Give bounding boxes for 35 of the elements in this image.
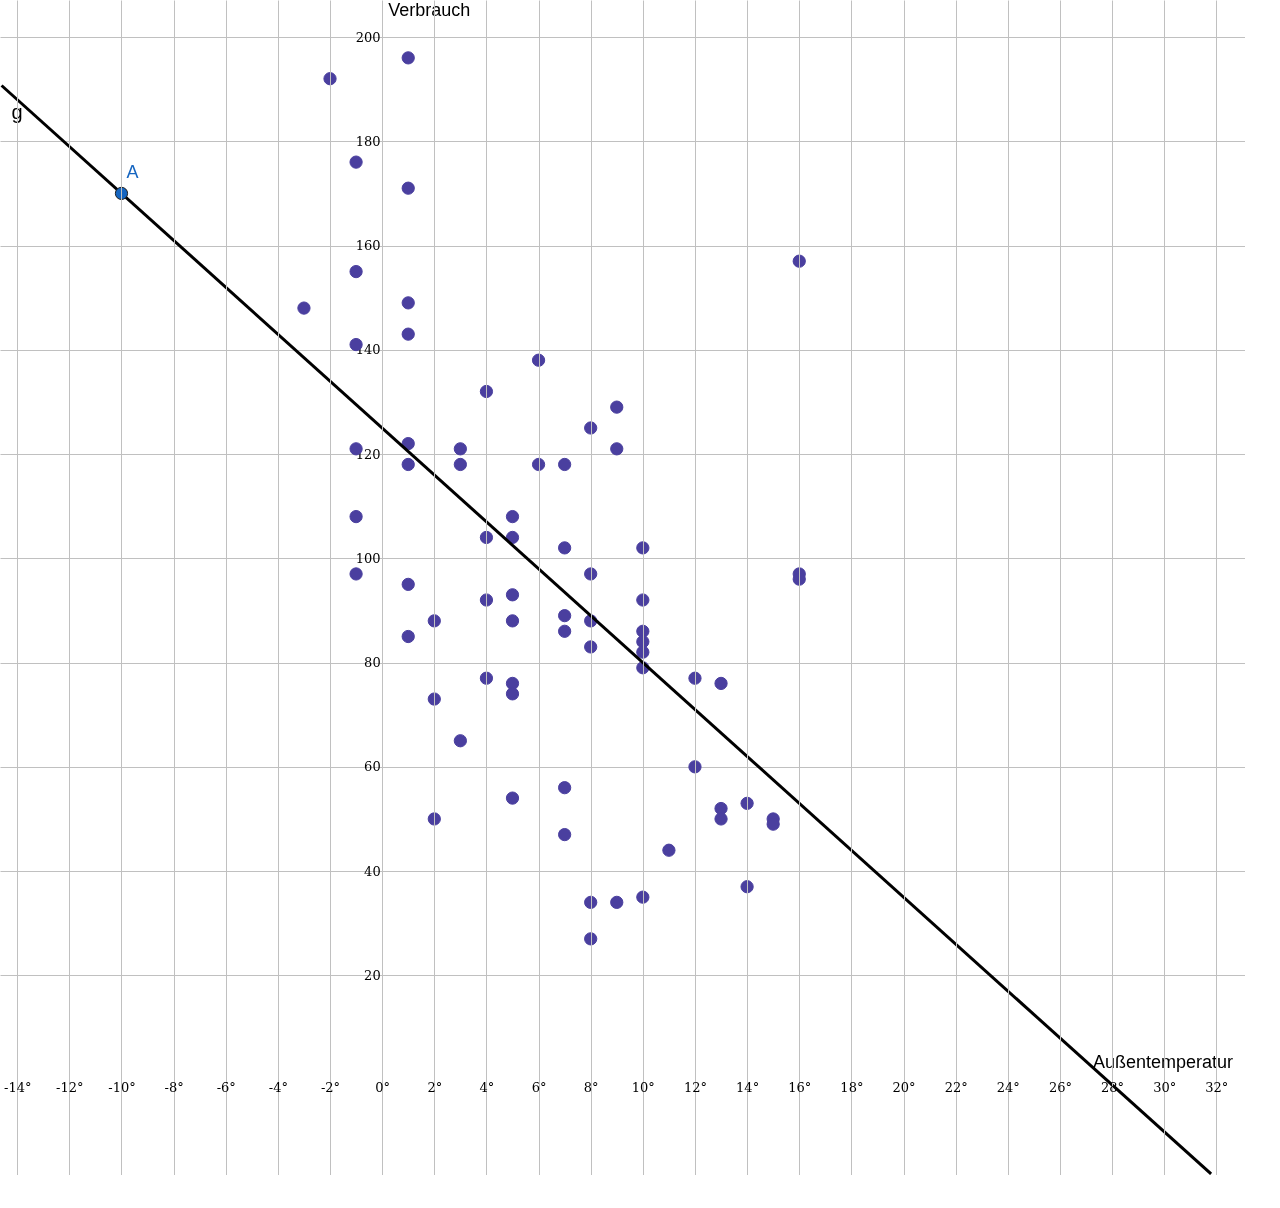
x-tick-label: 12° <box>683 1080 707 1096</box>
x-tick-label: -4° <box>268 1080 288 1096</box>
x-tick-label: 20° <box>892 1080 916 1096</box>
y-tick-label: 20 <box>364 967 381 983</box>
x-tick-label: -6° <box>216 1080 236 1096</box>
x-tick-label: -2° <box>320 1080 341 1096</box>
x-tick-label: 16° <box>788 1080 812 1096</box>
x-tick-label: 8° <box>583 1080 599 1096</box>
y-tick-label: 180 <box>355 133 381 149</box>
x-tick-label: 2° <box>427 1080 443 1096</box>
x-tick-label: 32° <box>1205 1080 1229 1096</box>
x-tick-label: 22° <box>944 1080 968 1096</box>
x-tick-label: -10° <box>108 1080 136 1096</box>
series-label: g <box>11 101 23 124</box>
x-tick-label: 4° <box>479 1080 495 1096</box>
y-tick-label: 200 <box>355 29 381 45</box>
x-tick-label: -12° <box>56 1080 84 1096</box>
x-tick-label: 18° <box>840 1080 864 1096</box>
x-tick-label: -8° <box>164 1080 184 1096</box>
x-tick-label: 24° <box>996 1080 1020 1096</box>
x-tick-label: 10° <box>631 1080 655 1096</box>
x-axis-title: Außentemperatur <box>1092 1051 1233 1072</box>
y-tick-label: 40 <box>364 863 381 879</box>
y-tick-label: 160 <box>355 238 381 254</box>
y-axis-title: Verbrauch <box>388 0 471 20</box>
y-tick-label: 60 <box>364 759 381 775</box>
x-tick-label: 30° <box>1153 1080 1177 1096</box>
x-tick-label: 26° <box>1048 1080 1072 1096</box>
x-tick-label: 6° <box>531 1080 547 1096</box>
x-tick-label: -14° <box>3 1080 32 1096</box>
x-tick-label: 14° <box>736 1080 760 1096</box>
y-tick-label: 100 <box>355 550 381 566</box>
x-tick-label: 0° <box>375 1080 391 1096</box>
y-tick-label: 80 <box>364 655 381 671</box>
series-label: A <box>126 162 139 183</box>
